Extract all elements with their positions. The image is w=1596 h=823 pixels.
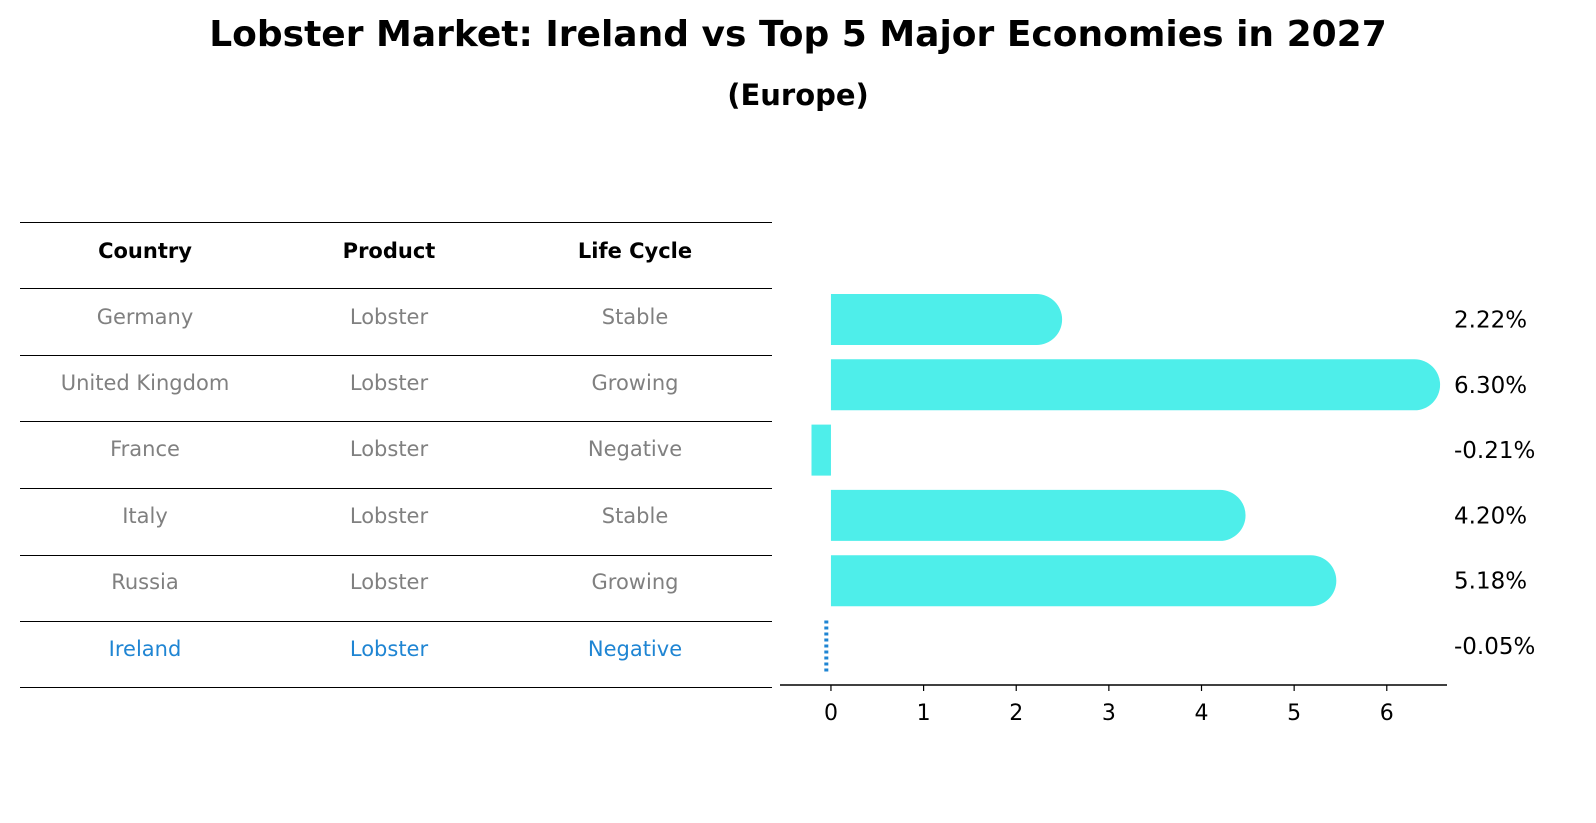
x-tick-label: 0 [824, 701, 838, 726]
data-label: -0.21% [1454, 438, 1535, 464]
cell-product: Lobster [349, 637, 429, 661]
cell-country: United Kingdom [60, 371, 230, 395]
header-country: Country [98, 239, 192, 263]
table-rule [20, 488, 772, 489]
growth-bar-chart: 2.22% 6.30% -0.21% 4.20% 5.18% -0.05% 0 1 2 3 4 5 6 [780, 294, 1535, 726]
header-life-cycle: Life Cycle [577, 239, 693, 263]
table-rule [20, 621, 772, 622]
cell-country: Germany [96, 305, 194, 329]
chart-title: Lobster Market: Ireland vs Top 5 Major E… [209, 14, 1387, 55]
cell-product: Lobster [349, 570, 429, 594]
header-product: Product [342, 239, 436, 263]
data-label: 4.20% [1454, 503, 1527, 529]
table-rule [20, 355, 772, 356]
data-label: 5.18% [1454, 569, 1527, 595]
cell-country: France [110, 437, 180, 461]
cell-product: Lobster [349, 437, 429, 461]
cell-product: Lobster [349, 371, 429, 395]
data-label: -0.05% [1454, 634, 1535, 660]
table-rule [20, 555, 772, 556]
cell-product: Lobster [349, 305, 429, 329]
x-tick-label: 2 [1009, 701, 1023, 726]
table-rule [20, 288, 772, 289]
x-tick-label: 6 [1380, 701, 1394, 726]
x-tick-label: 3 [1102, 701, 1116, 726]
cell-life-cycle: Negative [587, 637, 683, 661]
cell-life-cycle: Growing [591, 371, 679, 395]
cell-country: Italy [122, 504, 168, 528]
cell-life-cycle: Negative [587, 437, 683, 461]
table-rule [20, 687, 772, 688]
cell-product: Lobster [349, 504, 429, 528]
table-rule [20, 222, 772, 223]
cell-country: Russia [111, 570, 179, 594]
bar [830, 294, 1063, 345]
table-rule [20, 421, 772, 422]
x-tick-label: 5 [1287, 701, 1301, 726]
bar [830, 489, 1246, 541]
x-tick-label: 4 [1195, 701, 1209, 726]
bar [830, 555, 1337, 607]
cell-life-cycle: Stable [601, 504, 669, 528]
data-label: 6.30% [1454, 373, 1527, 399]
bar [811, 424, 831, 476]
bar [830, 359, 1441, 411]
chart-subtitle: (Europe) [727, 78, 869, 112]
data-label: 2.22% [1454, 308, 1527, 334]
cell-life-cycle: Stable [601, 305, 669, 329]
cell-country: Ireland [108, 637, 182, 661]
cell-life-cycle: Growing [591, 570, 679, 594]
x-tick-label: 1 [917, 701, 931, 726]
